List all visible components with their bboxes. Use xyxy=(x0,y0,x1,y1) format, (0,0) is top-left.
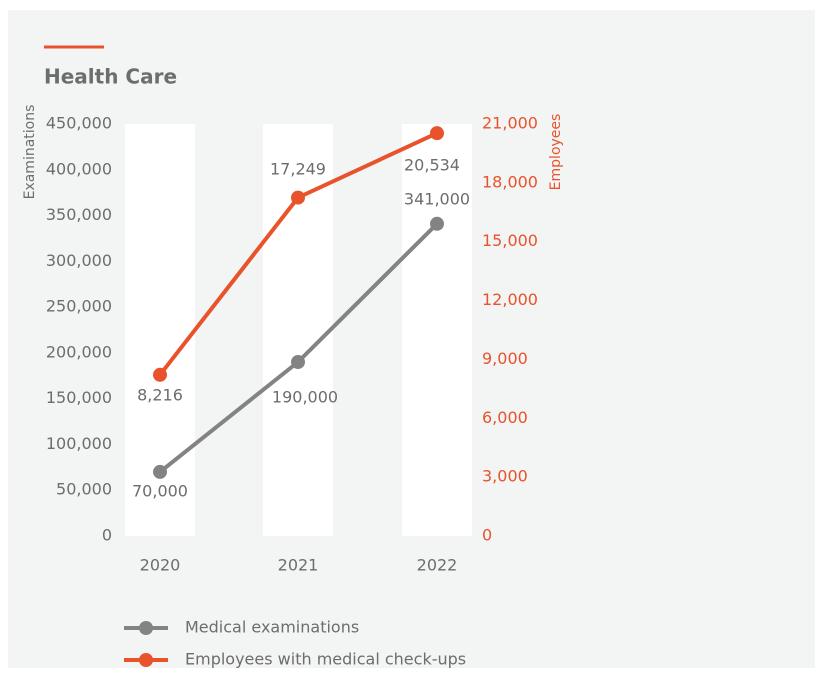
data-label: 190,000 xyxy=(272,388,338,407)
data-point xyxy=(430,126,444,141)
data-label: 17,249 xyxy=(270,160,326,179)
column-band xyxy=(402,124,472,536)
y2-tick-label: 6,000 xyxy=(482,408,528,427)
data-point xyxy=(153,367,167,382)
x-tick-label: 2020 xyxy=(140,556,181,575)
data-point xyxy=(291,355,305,370)
legend-label: Medical examinations xyxy=(185,618,359,637)
x-tick-label: 2022 xyxy=(417,556,458,575)
y-tick-label: 150,000 xyxy=(46,388,112,407)
y-tick-label: 50,000 xyxy=(56,480,112,499)
y2-tick-label: 3,000 xyxy=(482,467,528,486)
y2-tick-label: 18,000 xyxy=(482,172,538,191)
y-axis-label: Examinations xyxy=(22,105,38,200)
y2-axis-label: Employees xyxy=(548,114,564,191)
y-tick-label: 250,000 xyxy=(46,297,112,316)
y2-tick-label: 15,000 xyxy=(482,231,538,250)
data-label: 8,216 xyxy=(137,386,183,405)
legend-label: Employees with medical check-ups xyxy=(185,650,466,669)
y-tick-label: 450,000 xyxy=(46,114,112,133)
y-tick-label: 300,000 xyxy=(46,251,112,270)
y-tick-label: 0 xyxy=(102,526,112,545)
y-tick-label: 400,000 xyxy=(46,159,112,178)
y-tick-label: 350,000 xyxy=(46,205,112,224)
data-label: 20,534 xyxy=(404,156,460,175)
y2-tick-label: 21,000 xyxy=(482,114,538,133)
chart-title: Health Care xyxy=(44,65,177,89)
legend-marker xyxy=(139,653,153,667)
data-point xyxy=(291,190,305,205)
data-point xyxy=(430,216,444,231)
x-tick-label: 2021 xyxy=(278,556,319,575)
y-tick-label: 200,000 xyxy=(46,342,112,361)
y2-tick-label: 0 xyxy=(482,526,492,545)
legend-marker xyxy=(139,621,153,635)
data-label: 70,000 xyxy=(132,482,188,501)
data-label: 341,000 xyxy=(404,190,470,209)
y-tick-label: 100,000 xyxy=(46,434,112,453)
y2-tick-label: 9,000 xyxy=(482,349,528,368)
data-point xyxy=(153,464,167,479)
y2-tick-label: 12,000 xyxy=(482,290,538,309)
